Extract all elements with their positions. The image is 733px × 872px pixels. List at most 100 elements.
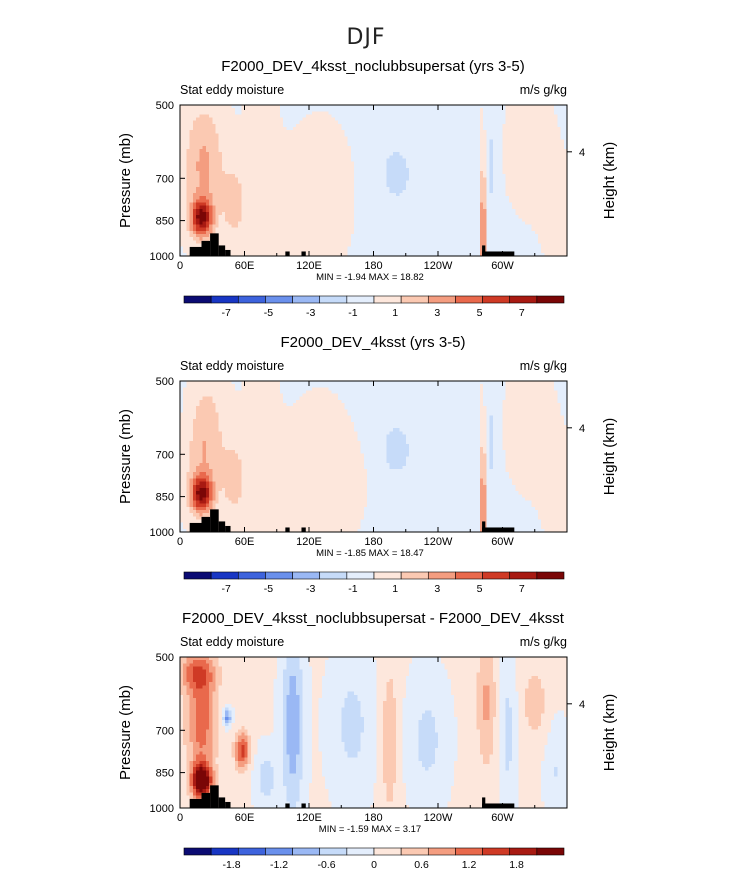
heatmap-cell: [444, 127, 449, 131]
heatmap-cell: [338, 108, 342, 112]
heatmap-cell: [341, 145, 346, 150]
heatmap-cell: [370, 136, 375, 141]
heatmap-cell: [321, 155, 326, 160]
heatmap-cell: [254, 167, 259, 172]
heatmap-cell: [447, 117, 452, 122]
heatmap-cell: [460, 133, 465, 138]
heatmap-cell: [305, 152, 310, 156]
heatmap-cell: [286, 117, 291, 122]
heatmap-cell: [499, 114, 504, 119]
heatmap-cell: [241, 152, 246, 156]
heatmap-cell: [357, 161, 362, 166]
heatmap-cell: [289, 152, 294, 156]
heatmap-cell: [183, 139, 188, 144]
heatmap-cell: [508, 155, 513, 160]
heatmap-cell: [202, 130, 207, 134]
heatmap-cell: [463, 155, 468, 160]
heatmap-cell: [489, 161, 494, 166]
heatmap-cell: [508, 142, 513, 147]
heatmap-cell: [260, 120, 265, 125]
heatmap-cell: [347, 161, 352, 166]
heatmap-cell: [392, 155, 397, 160]
heatmap-cell: [276, 139, 281, 144]
heatmap-cell: [331, 123, 336, 128]
heatmap-cell: [518, 130, 523, 134]
heatmap-cell: [528, 120, 533, 125]
heatmap-cell: [518, 114, 523, 119]
heatmap-cell: [257, 105, 262, 109]
heatmap-cell: [537, 145, 542, 150]
heatmap-cell: [373, 111, 378, 116]
heatmap-cell: [270, 164, 275, 169]
heatmap-cell: [563, 127, 568, 131]
heatmap-cell: [318, 136, 323, 141]
heatmap-cell: [357, 149, 362, 153]
heatmap-cell: [205, 108, 210, 112]
heatmap-cell: [376, 164, 381, 169]
heatmap-cell: [367, 145, 371, 150]
heatmap-cell: [202, 149, 207, 153]
heatmap-cell: [183, 108, 188, 112]
heatmap-cell: [408, 136, 413, 141]
heatmap-cell: [483, 105, 487, 109]
heatmap-cell: [250, 164, 255, 169]
heatmap-cell: [196, 130, 200, 134]
heatmap-cell: [238, 108, 242, 112]
heatmap-cell: [434, 149, 439, 153]
heatmap-cell: [492, 158, 497, 163]
heatmap-cell: [402, 105, 407, 109]
heatmap-cell: [405, 130, 410, 134]
heatmap-cell: [360, 130, 365, 134]
heatmap-cell: [325, 142, 329, 147]
heatmap-cell: [438, 139, 442, 144]
heatmap-cell: [192, 111, 197, 116]
heatmap-cell: [525, 139, 529, 144]
heatmap-cell: [541, 127, 546, 131]
heatmap-cell: [557, 120, 562, 125]
heatmap-cell: [254, 152, 259, 156]
heatmap-cell: [289, 142, 294, 147]
heatmap-cell: [415, 111, 420, 116]
heatmap-cell: [376, 120, 381, 125]
heatmap-cell: [325, 136, 329, 141]
heatmap-cell: [544, 145, 549, 150]
heatmap-cell: [441, 136, 446, 141]
heatmap-cell: [554, 105, 558, 109]
heatmap-cell: [508, 164, 513, 169]
heatmap-cell: [305, 142, 310, 147]
heatmap-cell: [521, 120, 526, 125]
heatmap-cell: [225, 152, 229, 156]
heatmap-cell: [328, 158, 333, 163]
heatmap-cell: [499, 161, 504, 166]
heatmap-cell: [292, 111, 297, 116]
heatmap-cell: [344, 130, 349, 134]
heatmap-cell: [537, 117, 542, 122]
heatmap-cell: [260, 123, 265, 128]
heatmap-cell: [218, 114, 223, 119]
heatmap-cell: [344, 142, 349, 147]
heatmap-cell: [402, 130, 407, 134]
heatmap-cell: [512, 123, 516, 128]
heatmap-cell: [428, 161, 433, 166]
heatmap-cell: [389, 136, 394, 141]
heatmap-cell: [250, 105, 255, 109]
heatmap-cell: [563, 145, 568, 150]
heatmap-cell: [557, 149, 562, 153]
heatmap-cell: [260, 136, 265, 141]
heatmap-cell: [502, 164, 507, 169]
heatmap-cell: [421, 161, 426, 166]
heatmap-cell: [321, 139, 326, 144]
heatmap-cell: [489, 108, 494, 112]
heatmap-cell: [547, 155, 552, 160]
heatmap-cell: [428, 155, 433, 160]
heatmap-cell: [425, 114, 429, 119]
heatmap-cell: [325, 114, 329, 119]
heatmap-cell: [405, 149, 410, 153]
heatmap-cell: [286, 105, 291, 109]
heatmap-cell: [244, 127, 249, 131]
heatmap-cell: [231, 158, 236, 163]
heatmap-cell: [412, 155, 417, 160]
heatmap-cell: [534, 117, 539, 122]
heatmap-cell: [438, 117, 442, 122]
heatmap-cell: [189, 127, 194, 131]
